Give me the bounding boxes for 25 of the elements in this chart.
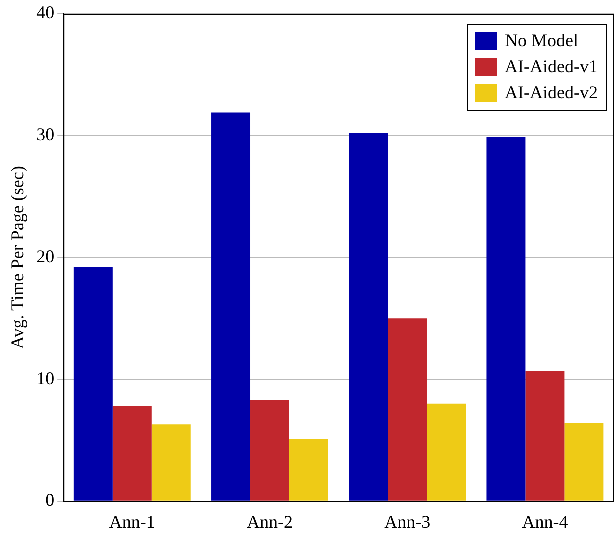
legend-label: AI-Aided-v2 (505, 82, 598, 103)
bar (250, 400, 290, 501)
bar (212, 112, 251, 501)
bar (388, 318, 428, 501)
bar (349, 133, 388, 501)
bar (289, 439, 328, 501)
y-axis-title: Avg. Time Per Page (sec) (8, 166, 28, 350)
x-tick-label: Ann-2 (247, 512, 293, 532)
legend-label: No Model (505, 30, 579, 51)
bar (564, 423, 604, 501)
y-tick-label: 0 (46, 490, 55, 510)
y-tick-label: 40 (36, 2, 55, 23)
bar (427, 404, 466, 501)
bar (486, 137, 526, 501)
bar (112, 406, 152, 501)
x-tick-label: Ann-4 (522, 512, 568, 532)
legend-label: AI-Aided-v1 (505, 56, 598, 77)
bar (526, 371, 565, 501)
x-tick-label: Ann-1 (109, 512, 156, 532)
y-tick-label: 10 (36, 368, 55, 388)
x-tick-label: Ann-3 (384, 512, 431, 532)
y-tick-label: 20 (36, 246, 55, 266)
y-tick-label: 30 (36, 124, 55, 145)
bar (152, 424, 191, 501)
bar (74, 267, 113, 501)
